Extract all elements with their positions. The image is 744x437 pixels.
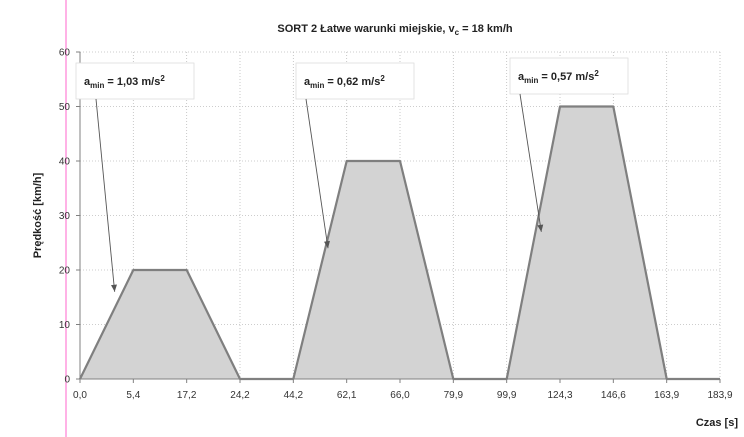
x-tick-label: 99,9 xyxy=(497,390,517,401)
x-tick-label: 44,2 xyxy=(284,390,304,401)
labels: 0 10 20 30 40 50 60 0,0 5,4 17,2 24,2 44,2 62,1 66,0 7… xyxy=(32,23,738,429)
y-tick-label: 60 xyxy=(59,48,71,59)
x-tick-label: 163,9 xyxy=(654,390,679,401)
y-tick-label: 20 xyxy=(59,266,71,277)
annotation-arrowhead xyxy=(111,284,117,292)
x-tick-label: 66,0 xyxy=(390,390,410,401)
annotation-box xyxy=(295,62,415,100)
y-tick-label: 40 xyxy=(59,157,71,168)
x-axis-title: Czas [s] xyxy=(696,417,739,429)
x-tick-label: 24,2 xyxy=(230,390,250,401)
y-tick-label: 50 xyxy=(59,102,71,113)
axes xyxy=(76,51,721,383)
x-tick-label: 17,2 xyxy=(177,390,197,401)
x-tick-label: 62,1 xyxy=(337,390,357,401)
annotation-label: amin = 0,57 m/s2 xyxy=(518,69,599,85)
annotation-arrow xyxy=(519,93,542,232)
x-tick-label: 183,9 xyxy=(707,390,732,401)
x-tick-label: 124,3 xyxy=(547,390,572,401)
annotation-box xyxy=(75,62,195,100)
y-tick-label: 0 xyxy=(64,375,70,386)
annotation-label: amin = 1,03 m/s2 xyxy=(84,74,165,90)
annotation-label: amin = 0,62 m/s2 xyxy=(304,74,385,90)
y-tick-label: 30 xyxy=(59,211,71,222)
x-tick-label: 79,9 xyxy=(444,390,464,401)
annotation-arrow xyxy=(95,98,116,292)
x-tick-label: 0,0 xyxy=(73,390,87,401)
speed-series-line xyxy=(79,105,720,381)
annotations: amin = 1,03 m/s2 amin = 0,62 m/s2 amin = 0… xyxy=(75,57,629,292)
y-axis-title: Prędkość [km/h] xyxy=(32,172,44,258)
plot-area xyxy=(79,105,720,381)
annotation-box xyxy=(509,57,629,95)
y-tick-label: 10 xyxy=(59,320,71,331)
x-tick-label: 5,4 xyxy=(126,390,140,401)
grid xyxy=(80,51,721,379)
chart-title: SORT 2 Łatwe warunki miejskie, vc = 18 k… xyxy=(277,23,513,37)
x-tick-label: 146,6 xyxy=(601,390,626,401)
speed-area-fill xyxy=(80,106,720,379)
annotation-arrow xyxy=(305,98,329,249)
annotation-arrowhead xyxy=(537,224,544,232)
annotation-arrowhead xyxy=(324,240,330,249)
